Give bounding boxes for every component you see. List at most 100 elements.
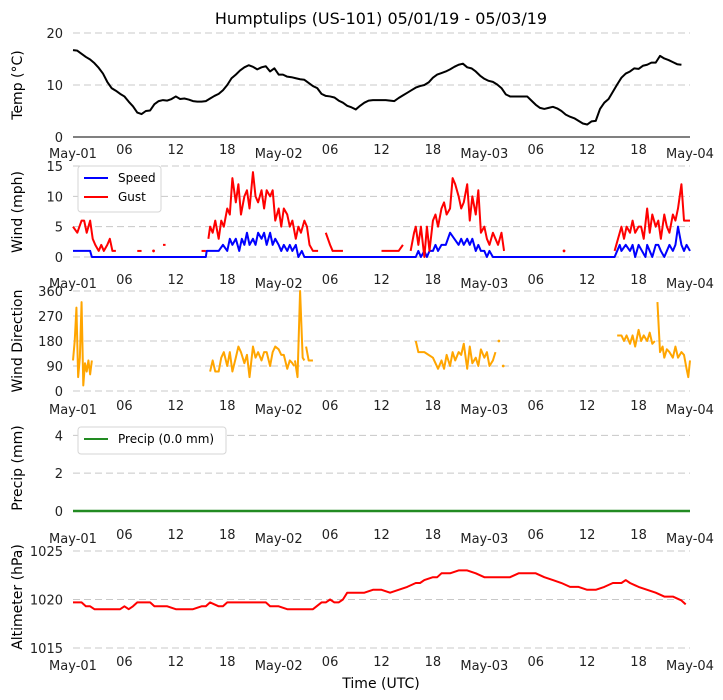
series-line-altimeter [73, 569, 687, 611]
x-tick-label: 06 [527, 143, 544, 158]
y-tick-label: 10 [46, 190, 63, 205]
data-point-gust [562, 249, 566, 253]
x-tick-label: 12 [579, 143, 596, 158]
x-tick-label: 06 [116, 528, 133, 543]
x-tick-label: 18 [630, 143, 647, 158]
y-tick-label: 0 [55, 131, 63, 146]
y-tick-label: 360 [38, 285, 63, 300]
x-tick-label: 12 [168, 528, 185, 543]
series-line-direction [209, 345, 295, 379]
x-tick-label: 18 [425, 273, 442, 288]
panel-0: 0 10 20 May-01 06 12 18 May-02 06 12 18 May-03 06 12 1… [10, 27, 714, 162]
y-tick-label: 90 [46, 360, 63, 375]
x-tick-label: 18 [630, 528, 647, 543]
y-tick-label: 4 [55, 429, 63, 444]
x-tick-label: May-03 [460, 147, 508, 162]
y-tick-label: 1020 [30, 594, 63, 609]
x-tick-label: 18 [630, 399, 647, 414]
x-tick-label: May-04 [666, 532, 714, 547]
x-tick-label: 12 [168, 655, 185, 670]
x-tick-label: 12 [579, 528, 596, 543]
series-line-gust [613, 183, 690, 252]
data-point-direction [497, 339, 501, 343]
y-tick-label: 2 [55, 467, 63, 482]
y-tick-label: 0 [55, 251, 63, 266]
y-tick-label: 15 [46, 160, 63, 175]
x-tick-label: 12 [579, 655, 596, 670]
series-line-direction [414, 340, 497, 370]
x-tick-label: May-02 [255, 277, 303, 292]
y-tick-label: 270 [38, 310, 63, 325]
x-tick-label: 12 [168, 399, 185, 414]
x-tick-label: 12 [579, 273, 596, 288]
panel-3: 0 2 4 May-01 06 12 18 May-02 06 12 18 May-03 06 12 18 M… [10, 425, 714, 547]
x-tick-label: May-02 [255, 659, 303, 674]
x-axis-label: Time (UTC) [341, 676, 419, 692]
x-tick-label: 06 [116, 655, 133, 670]
x-tick-label: May-01 [49, 659, 97, 674]
series-line-gust [409, 177, 506, 258]
y-tick-label: 20 [46, 27, 63, 42]
x-tick-label: 18 [425, 143, 442, 158]
x-tick-label: May-03 [460, 403, 508, 418]
y-axis-label: Temp (°C) [10, 50, 26, 120]
series-line-gust [381, 244, 404, 252]
series-line-direction [656, 302, 691, 379]
y-tick-label: 180 [38, 335, 63, 350]
x-tick-label: 12 [168, 143, 185, 158]
x-tick-label: May-04 [666, 147, 714, 162]
x-tick-label: 18 [219, 528, 236, 543]
x-tick-label: 12 [373, 399, 390, 414]
x-tick-label: 12 [373, 655, 390, 670]
x-tick-label: 12 [579, 399, 596, 414]
x-tick-label: 12 [373, 273, 390, 288]
x-tick-label: May-01 [49, 147, 97, 162]
series-line-speed [73, 225, 691, 258]
y-tick-label: 10 [46, 79, 63, 94]
x-tick-label: 12 [168, 273, 185, 288]
panel-1: 0 5 10 15 May-01 06 12 18 May-02 06 12 18 May-03 06 12… [10, 160, 714, 292]
x-tick-label: 18 [630, 273, 647, 288]
x-tick-label: May-03 [460, 277, 508, 292]
x-tick-label: 18 [425, 655, 442, 670]
legend-label: Precip (0.0 mm) [118, 432, 214, 446]
x-tick-label: May-04 [666, 659, 714, 674]
x-tick-label: 18 [219, 399, 236, 414]
x-tick-label: 06 [527, 399, 544, 414]
series-line-gust [207, 171, 319, 252]
x-tick-label: May-01 [49, 277, 97, 292]
y-axis-label: Wind (mph) [10, 171, 26, 253]
x-tick-label: May-02 [255, 147, 303, 162]
series-line-gust [72, 219, 116, 252]
y-axis-label: Precip (mm) [10, 425, 26, 510]
x-tick-label: 18 [630, 655, 647, 670]
x-tick-label: 18 [425, 528, 442, 543]
panel-2: 0 90 180 270 360 May-01 06 12 18 May-02 06 12 18 May-… [10, 285, 714, 418]
y-axis-label: Wind Direction [10, 290, 26, 393]
x-tick-label: May-04 [666, 277, 714, 292]
legend-label: Gust [118, 190, 146, 204]
x-tick-label: 06 [527, 655, 544, 670]
x-tick-label: 18 [219, 143, 236, 158]
x-tick-label: 06 [322, 143, 339, 158]
x-tick-label: 06 [322, 273, 339, 288]
x-tick-label: 06 [322, 528, 339, 543]
series-line-gust [324, 232, 343, 252]
x-tick-label: May-02 [255, 403, 303, 418]
x-tick-label: May-03 [460, 659, 508, 674]
x-tick-label: 06 [116, 399, 133, 414]
legend-label: Speed [118, 171, 156, 185]
y-tick-label: 5 [55, 221, 63, 236]
x-tick-label: 12 [373, 143, 390, 158]
y-axis-label: Altimeter (hPa) [10, 544, 26, 650]
y-tick-label: 1015 [30, 642, 63, 657]
x-tick-label: May-03 [460, 532, 508, 547]
y-tick-label: 1025 [30, 545, 63, 560]
x-tick-label: May-01 [49, 403, 97, 418]
x-tick-label: 06 [116, 273, 133, 288]
data-point-direction [501, 364, 505, 368]
x-tick-label: 12 [373, 528, 390, 543]
x-tick-label: May-01 [49, 532, 97, 547]
y-tick-label: 0 [55, 505, 63, 520]
